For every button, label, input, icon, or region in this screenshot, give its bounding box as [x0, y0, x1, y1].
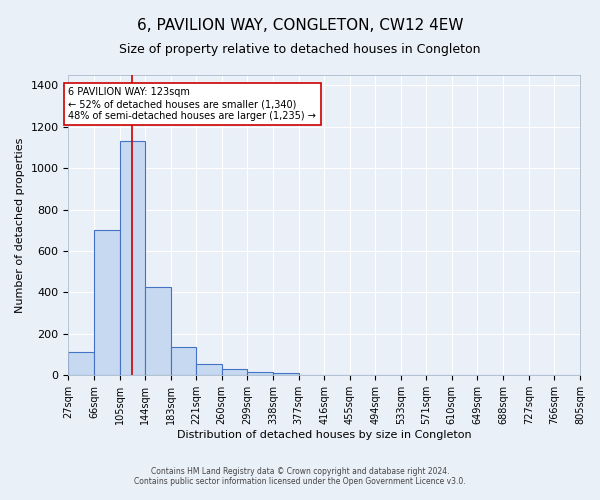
Bar — [68, 352, 94, 375]
Bar — [273, 372, 299, 375]
Bar — [171, 348, 196, 375]
Bar — [221, 368, 247, 375]
Text: Size of property relative to detached houses in Congleton: Size of property relative to detached ho… — [119, 42, 481, 56]
Bar — [247, 372, 273, 375]
Text: Contains HM Land Registry data © Crown copyright and database right 2024.: Contains HM Land Registry data © Crown c… — [151, 467, 449, 476]
Text: 6, PAVILION WAY, CONGLETON, CW12 4EW: 6, PAVILION WAY, CONGLETON, CW12 4EW — [137, 18, 463, 32]
Bar — [119, 142, 145, 375]
X-axis label: Distribution of detached houses by size in Congleton: Distribution of detached houses by size … — [177, 430, 472, 440]
Text: 6 PAVILION WAY: 123sqm
← 52% of detached houses are smaller (1,340)
48% of semi-: 6 PAVILION WAY: 123sqm ← 52% of detached… — [68, 88, 316, 120]
Text: Contains public sector information licensed under the Open Government Licence v3: Contains public sector information licen… — [134, 477, 466, 486]
Bar — [94, 230, 119, 375]
Bar — [145, 287, 171, 375]
Y-axis label: Number of detached properties: Number of detached properties — [15, 138, 25, 313]
Bar — [196, 364, 221, 375]
